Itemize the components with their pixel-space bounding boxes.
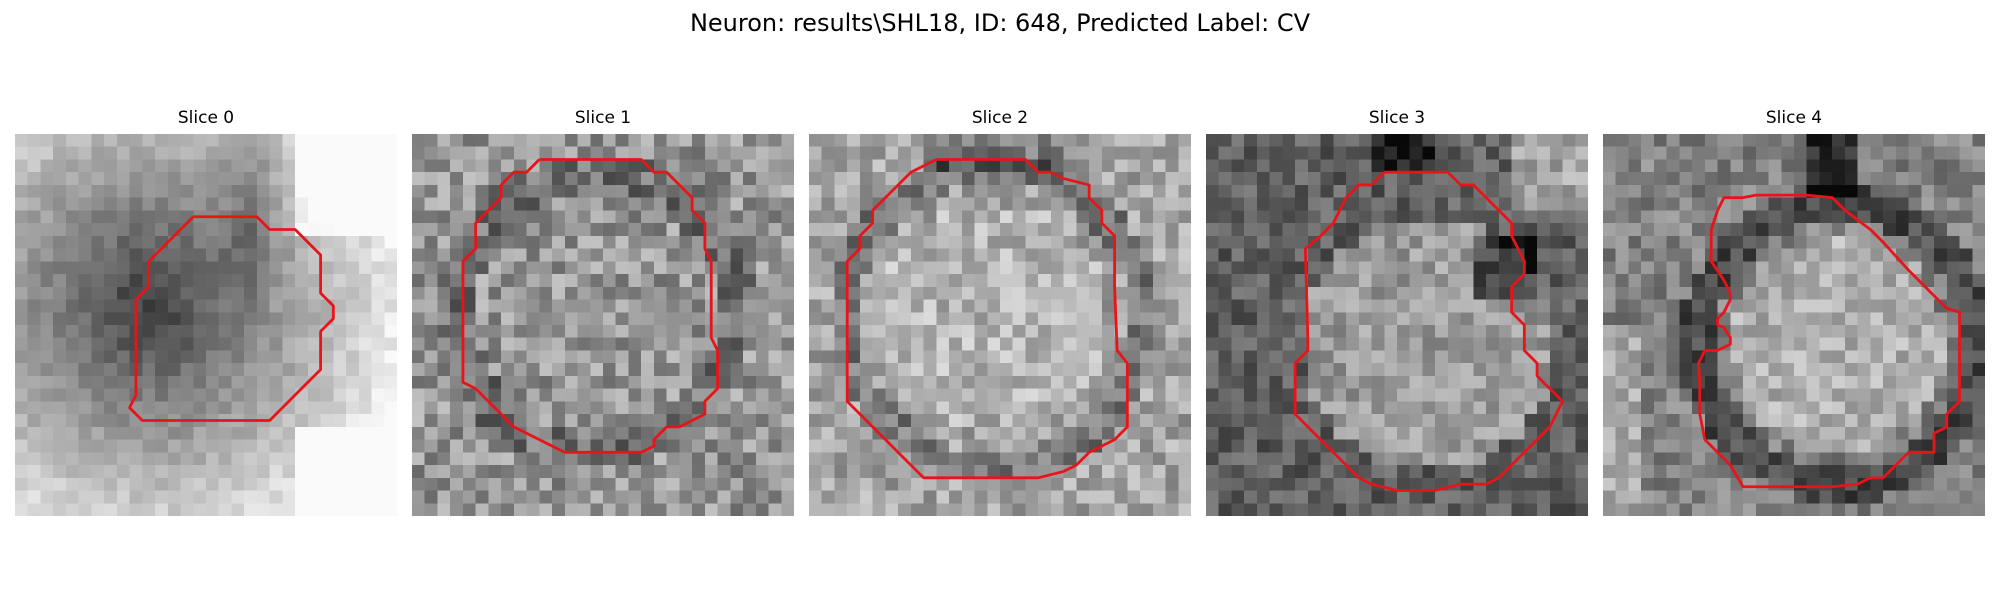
slice-pixels-2 <box>809 134 1191 516</box>
slice-panel-0: Slice 0 <box>15 106 397 516</box>
slice-panel-2: Slice 2 <box>809 106 1191 516</box>
slice-image-2 <box>809 134 1191 516</box>
slice-image-3 <box>1206 134 1588 516</box>
slice-pixels-4 <box>1603 134 1985 516</box>
slice-pixels-1 <box>412 134 794 516</box>
slice-image-1 <box>412 134 794 516</box>
roi-contour-3 <box>1293 170 1564 492</box>
slice-title-1: Slice 1 <box>574 108 632 128</box>
roi-contour-0 <box>128 215 335 422</box>
slice-pixels-3 <box>1206 134 1588 516</box>
slice-title-4: Slice 4 <box>1765 108 1823 128</box>
roi-contour-2 <box>845 158 1129 480</box>
figure-title: Neuron: results\SHL18, ID: 648, Predicte… <box>689 9 1311 37</box>
slice-title-2: Slice 2 <box>971 108 1029 128</box>
slice-title-3: Slice 3 <box>1368 108 1426 128</box>
slice-panel-4: Slice 4 <box>1603 106 1985 516</box>
roi-contour-1 <box>461 158 720 454</box>
slice-panel-3: Slice 3 <box>1206 106 1588 516</box>
slice-pixels-0 <box>15 134 397 516</box>
slice-panel-1: Slice 1 <box>412 106 794 516</box>
slice-image-0 <box>15 134 397 516</box>
roi-contour-4 <box>1697 193 1961 489</box>
slice-image-4 <box>1603 134 1985 516</box>
slice-title-0: Slice 0 <box>177 108 235 128</box>
